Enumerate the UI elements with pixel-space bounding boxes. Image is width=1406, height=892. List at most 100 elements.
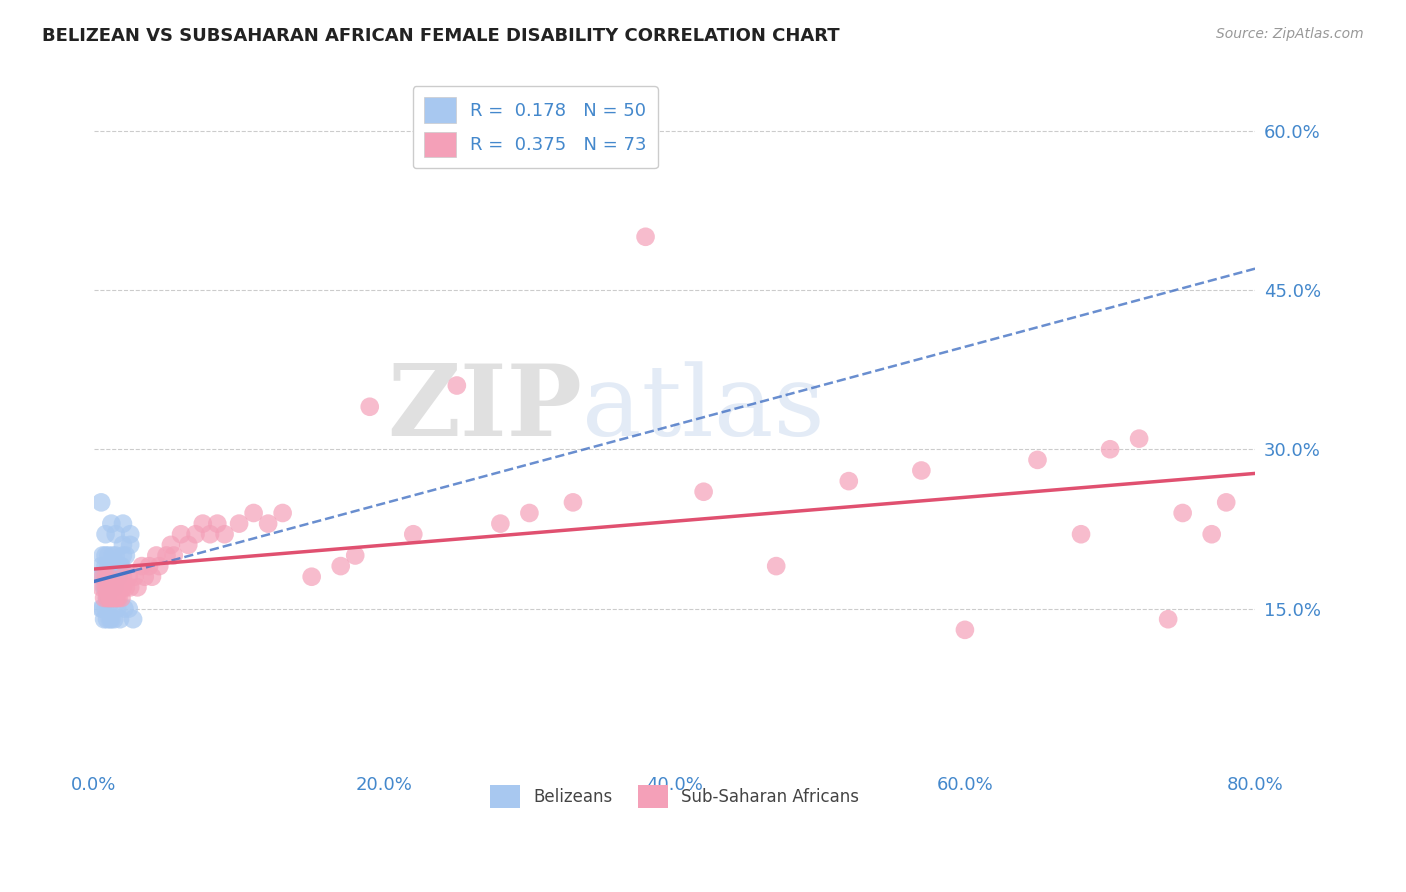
Point xyxy=(115,549,138,563)
Point xyxy=(402,527,425,541)
Point xyxy=(148,559,170,574)
Point xyxy=(692,484,714,499)
Point xyxy=(110,591,132,605)
Point xyxy=(120,580,142,594)
Point xyxy=(115,580,138,594)
Point xyxy=(97,559,120,574)
Point xyxy=(104,580,127,594)
Point xyxy=(108,559,131,574)
Point xyxy=(93,580,115,594)
Text: Source: ZipAtlas.com: Source: ZipAtlas.com xyxy=(1216,27,1364,41)
Point xyxy=(198,527,221,541)
Point xyxy=(155,549,177,563)
Point xyxy=(105,559,128,574)
Point xyxy=(160,538,183,552)
Point xyxy=(122,612,145,626)
Point xyxy=(359,400,381,414)
Point xyxy=(96,570,118,584)
Point xyxy=(96,591,118,605)
Point xyxy=(104,591,127,605)
Point xyxy=(111,538,134,552)
Point xyxy=(519,506,541,520)
Point xyxy=(103,612,125,626)
Point xyxy=(1026,453,1049,467)
Point xyxy=(91,549,114,563)
Point xyxy=(97,570,120,584)
Point xyxy=(90,570,112,584)
Point xyxy=(228,516,250,531)
Point xyxy=(170,527,193,541)
Point xyxy=(97,601,120,615)
Point xyxy=(105,601,128,615)
Point xyxy=(163,549,186,563)
Point xyxy=(344,549,367,563)
Point xyxy=(104,527,127,541)
Point xyxy=(141,570,163,584)
Point xyxy=(103,591,125,605)
Point xyxy=(257,516,280,531)
Point xyxy=(131,559,153,574)
Point xyxy=(98,591,121,605)
Point xyxy=(1215,495,1237,509)
Point xyxy=(765,559,787,574)
Point xyxy=(94,601,117,615)
Point xyxy=(301,570,323,584)
Point xyxy=(177,538,200,552)
Point xyxy=(184,527,207,541)
Point xyxy=(97,570,120,584)
Point xyxy=(96,591,118,605)
Point xyxy=(100,516,122,531)
Point xyxy=(108,580,131,594)
Point xyxy=(214,527,236,541)
Point xyxy=(1099,442,1122,457)
Point xyxy=(100,580,122,594)
Point xyxy=(111,516,134,531)
Point xyxy=(910,463,932,477)
Point xyxy=(111,570,134,584)
Point xyxy=(90,601,112,615)
Point xyxy=(1070,527,1092,541)
Point xyxy=(134,570,156,584)
Point xyxy=(124,570,146,584)
Point xyxy=(93,612,115,626)
Legend: Belizeans, Sub-Saharan Africans: Belizeans, Sub-Saharan Africans xyxy=(484,778,866,815)
Point xyxy=(97,580,120,594)
Point xyxy=(112,601,135,615)
Point xyxy=(562,495,585,509)
Point xyxy=(271,506,294,520)
Point xyxy=(107,570,129,584)
Point xyxy=(94,527,117,541)
Point xyxy=(329,559,352,574)
Point xyxy=(101,549,124,563)
Point xyxy=(1157,612,1180,626)
Point xyxy=(127,580,149,594)
Point xyxy=(100,580,122,594)
Point xyxy=(96,612,118,626)
Point xyxy=(104,570,127,584)
Point xyxy=(100,591,122,605)
Point xyxy=(120,538,142,552)
Point xyxy=(94,580,117,594)
Point xyxy=(97,549,120,563)
Point xyxy=(97,591,120,605)
Text: atlas: atlas xyxy=(582,361,824,457)
Point xyxy=(111,580,134,594)
Point xyxy=(1171,506,1194,520)
Point xyxy=(103,559,125,574)
Point xyxy=(118,601,141,615)
Point xyxy=(118,570,141,584)
Point xyxy=(120,527,142,541)
Point xyxy=(634,229,657,244)
Point xyxy=(953,623,976,637)
Point xyxy=(94,559,117,574)
Point xyxy=(111,549,134,563)
Point xyxy=(91,601,114,615)
Point xyxy=(103,580,125,594)
Point xyxy=(97,580,120,594)
Point xyxy=(105,570,128,584)
Point xyxy=(838,474,860,488)
Point xyxy=(110,559,132,574)
Point xyxy=(105,591,128,605)
Point xyxy=(101,570,124,584)
Point xyxy=(94,549,117,563)
